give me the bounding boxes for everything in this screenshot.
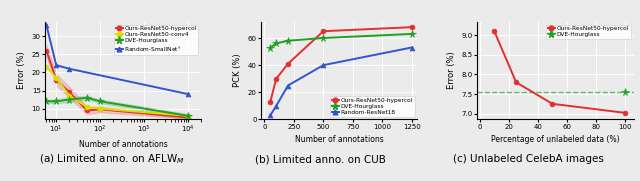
Ours-ResNet50-hypercol bbox=[319, 30, 327, 32]
Random-ResNet18 bbox=[273, 105, 280, 107]
DVE-Hourglass bbox=[284, 40, 292, 42]
Legend: Ours-ResNet50-hypercol, DVE-Hourglass: Ours-ResNet50-hypercol, DVE-Hourglass bbox=[546, 25, 630, 39]
Ours-ResNet50-conv4 bbox=[83, 106, 91, 108]
Ours-ResNet50-hypercol bbox=[408, 26, 415, 28]
Random-SmallNet$^\dagger$ bbox=[43, 24, 51, 26]
Y-axis label: PCK (%): PCK (%) bbox=[233, 54, 242, 87]
Text: (a) Limited anno. on AFLW$_M$: (a) Limited anno. on AFLW$_M$ bbox=[39, 152, 185, 166]
Ours-ResNet50-hypercol bbox=[66, 91, 74, 93]
Random-ResNet18 bbox=[266, 114, 274, 117]
DVE-Hourglass bbox=[66, 98, 74, 101]
Ours-ResNet50-hypercol bbox=[83, 109, 91, 111]
Ours-ResNet50-conv4 bbox=[66, 95, 74, 97]
Ours-ResNet50-hypercol bbox=[491, 30, 499, 33]
Random-SmallNet$^\dagger$ bbox=[52, 64, 60, 66]
X-axis label: Number of annotations: Number of annotations bbox=[295, 135, 383, 144]
Text: (c) Unlabeled CelebA images: (c) Unlabeled CelebA images bbox=[452, 154, 604, 164]
Line: Ours-ResNet50-conv4: Ours-ResNet50-conv4 bbox=[44, 65, 191, 118]
Line: DVE-Hourglass: DVE-Hourglass bbox=[43, 94, 192, 120]
Ours-ResNet50-hypercol bbox=[43, 50, 51, 52]
Random-ResNet18 bbox=[319, 64, 327, 66]
Ours-ResNet50-hypercol bbox=[273, 78, 280, 80]
Legend: Ours-ResNet50-hypercol, DVE-Hourglass, Random-ResNet18: Ours-ResNet50-hypercol, DVE-Hourglass, R… bbox=[330, 96, 415, 117]
Ours-ResNet50-hypercol bbox=[284, 63, 292, 65]
Line: Random-SmallNet$^\dagger$: Random-SmallNet$^\dagger$ bbox=[44, 23, 191, 96]
Ours-ResNet50-hypercol bbox=[512, 81, 520, 83]
Line: Ours-ResNet50-hypercol: Ours-ResNet50-hypercol bbox=[44, 48, 191, 120]
DVE-Hourglass bbox=[184, 115, 192, 117]
DVE-Hourglass bbox=[266, 46, 274, 49]
DVE-Hourglass bbox=[273, 42, 280, 45]
Line: Ours-ResNet50-hypercol: Ours-ResNet50-hypercol bbox=[492, 29, 627, 115]
Y-axis label: Error (%): Error (%) bbox=[17, 52, 26, 89]
Random-ResNet18 bbox=[408, 46, 415, 49]
X-axis label: Number of annotations: Number of annotations bbox=[79, 140, 168, 150]
Text: (b) Limited anno. on CUB: (b) Limited anno. on CUB bbox=[255, 154, 385, 164]
DVE-Hourglass bbox=[43, 100, 51, 102]
Line: Random-ResNet18: Random-ResNet18 bbox=[268, 45, 414, 118]
Random-ResNet18 bbox=[284, 84, 292, 87]
X-axis label: Percentage of unlabeled data (%): Percentage of unlabeled data (%) bbox=[491, 135, 620, 144]
DVE-Hourglass bbox=[52, 100, 60, 102]
Random-SmallNet$^\dagger$ bbox=[66, 68, 74, 70]
DVE-Hourglass bbox=[319, 37, 327, 39]
DVE-Hourglass bbox=[408, 33, 415, 35]
Ours-ResNet50-hypercol bbox=[621, 112, 628, 114]
Ours-ResNet50-conv4 bbox=[97, 108, 104, 110]
Ours-ResNet50-conv4 bbox=[52, 77, 60, 79]
DVE-Hourglass bbox=[97, 100, 104, 102]
Random-SmallNet$^\dagger$ bbox=[184, 93, 192, 95]
Line: DVE-Hourglass: DVE-Hourglass bbox=[266, 30, 415, 51]
Ours-ResNet50-hypercol bbox=[266, 101, 274, 103]
Y-axis label: Error (%): Error (%) bbox=[447, 52, 456, 89]
Ours-ResNet50-hypercol bbox=[548, 103, 556, 105]
Ours-ResNet50-hypercol bbox=[97, 108, 104, 110]
DVE-Hourglass bbox=[83, 97, 91, 99]
Ours-ResNet50-conv4 bbox=[43, 66, 51, 68]
Legend: Ours-ResNet50-hypercol, Ours-ResNet50-conv4, DVE-Hourglass, Random-SmallNet$^\da: Ours-ResNet50-hypercol, Ours-ResNet50-co… bbox=[114, 25, 198, 55]
Line: Ours-ResNet50-hypercol: Ours-ResNet50-hypercol bbox=[268, 25, 414, 104]
Ours-ResNet50-hypercol bbox=[52, 79, 60, 81]
Ours-ResNet50-hypercol bbox=[184, 117, 192, 119]
Ours-ResNet50-conv4 bbox=[184, 115, 192, 117]
